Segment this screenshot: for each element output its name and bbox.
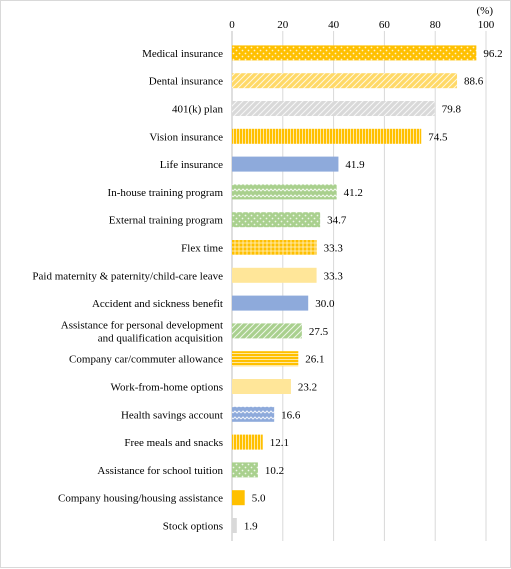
value-label: 74.5 [428, 131, 448, 143]
category-label: Accident and sickness benefit [92, 298, 223, 310]
category-label: Company car/commuter allowance [69, 354, 223, 366]
x-tick-label: 100 [478, 19, 495, 31]
bar [232, 323, 302, 339]
bar [232, 212, 321, 228]
bar [232, 295, 309, 311]
category-label: 401(k) plan [172, 104, 224, 116]
value-label: 33.3 [324, 270, 344, 282]
bar [232, 518, 237, 533]
bar [232, 156, 339, 172]
category-label: Flex time [181, 243, 223, 255]
bar [232, 128, 422, 144]
category-label: Medical insurance [142, 48, 223, 60]
bar [232, 45, 477, 61]
category-label: Free meals and snacks [124, 437, 223, 449]
value-label: 41.9 [345, 159, 365, 171]
x-tick-label: 0 [229, 19, 235, 31]
category-label: Assistance for school tuition [97, 465, 223, 477]
bar [232, 101, 435, 116]
bar [232, 462, 258, 478]
category-label: Assistance for personal development and q… [61, 319, 224, 344]
bar [232, 351, 299, 367]
value-label: 41.2 [344, 187, 363, 199]
value-label: 33.3 [324, 243, 344, 255]
value-label: 23.2 [298, 382, 317, 394]
value-label: 10.2 [265, 465, 284, 477]
bar [232, 406, 275, 422]
bar [232, 434, 263, 450]
value-label: 5.0 [252, 493, 266, 505]
category-label: External training program [109, 215, 224, 227]
x-tick-label: 40 [328, 19, 340, 31]
category-label: Company housing/housing assistance [58, 493, 223, 505]
category-label: Stock options [163, 521, 223, 533]
value-label: 12.1 [270, 437, 289, 449]
bar [232, 184, 337, 200]
category-label: Life insurance [160, 159, 223, 171]
value-label: 96.2 [483, 48, 502, 60]
value-label: 26.1 [305, 354, 324, 366]
bar [232, 379, 291, 394]
value-label: 88.6 [464, 76, 484, 88]
x-tick-label: 20 [277, 19, 289, 31]
bar [232, 73, 458, 89]
value-label: 34.7 [327, 215, 347, 227]
value-label: 16.6 [281, 409, 301, 421]
category-label: In-house training program [108, 187, 224, 199]
x-tick-label: 60 [379, 19, 391, 31]
value-label: 79.8 [442, 104, 462, 116]
value-label: 27.5 [309, 326, 329, 338]
value-label: 30.0 [315, 298, 335, 310]
category-label: Dental insurance [149, 76, 223, 88]
category-label: Paid maternity & paternity/child-care le… [32, 270, 223, 282]
category-label: Vision insurance [149, 131, 223, 143]
unit-label: (%) [477, 5, 494, 17]
x-tick-label: 80 [430, 19, 442, 31]
bar [232, 240, 317, 255]
value-label: 1.9 [244, 521, 258, 533]
category-label: Health savings account [121, 409, 223, 421]
bar [232, 267, 317, 283]
category-label: Work-from-home options [111, 382, 223, 394]
bar [232, 490, 245, 506]
